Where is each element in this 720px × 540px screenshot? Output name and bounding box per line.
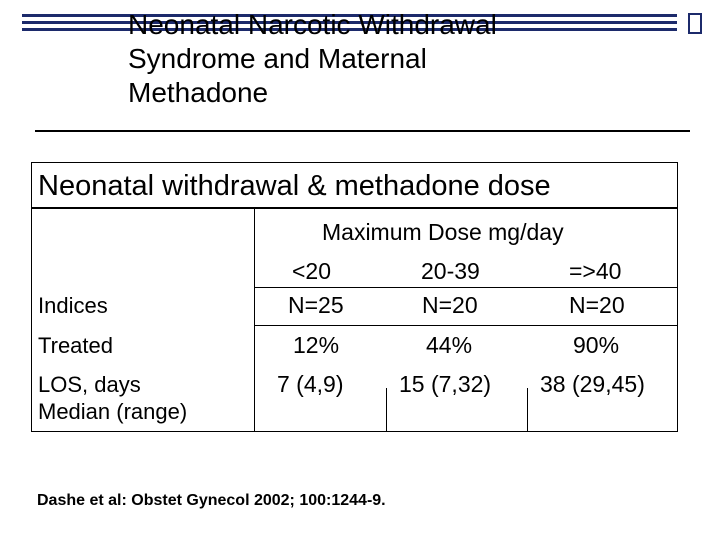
title-divider — [35, 130, 690, 132]
table-divider — [255, 325, 677, 326]
table-cell: N=20 — [422, 292, 478, 318]
table-cell: 90% — [573, 332, 620, 358]
row-label-line: LOS, days — [38, 372, 141, 397]
slide-title-line: Methadone — [128, 77, 269, 108]
slide-title-line: Syndrome and Maternal — [128, 43, 427, 74]
table-title-row: Neonatal withdrawal & methadone dose — [32, 163, 677, 209]
row-label-treated: Treated — [38, 333, 114, 358]
table-title: Neonatal withdrawal & methadone dose — [38, 170, 551, 202]
table-cell: 44% — [426, 332, 473, 358]
table-cell: 15 (7,32) — [399, 371, 492, 397]
dose-table: Neonatal withdrawal & methadone dose Max… — [31, 162, 678, 432]
table-divider — [254, 209, 255, 432]
citation: Dashe et al: Obstet Gynecol 2002; 100:12… — [37, 492, 386, 509]
table-cell: 38 (29,45) — [540, 371, 645, 397]
table-cell: N=20 — [569, 292, 625, 318]
row-label-los: LOS, days Median (range) — [38, 371, 187, 425]
header-decorative-bars — [22, 13, 677, 33]
table-divider — [386, 388, 387, 432]
row-label-indices: Indices — [38, 293, 108, 318]
header-bar-line — [22, 28, 677, 31]
table-cell: N=25 — [288, 292, 344, 318]
header-corner-box — [688, 13, 702, 34]
dose-column-header: Maximum Dose mg/day — [322, 219, 564, 245]
dose-group-label: <20 — [292, 258, 332, 284]
table-divider — [255, 287, 677, 288]
table-cell: 12% — [293, 332, 340, 358]
header-bar-line — [22, 21, 677, 24]
dose-group-label: 20-39 — [421, 258, 480, 284]
slide-title-line: Neonatal Narcotic Withdrawal — [128, 9, 497, 40]
header-bar-line — [22, 14, 677, 17]
row-label-line: Median (range) — [38, 399, 188, 424]
table-cell: 7 (4,9) — [277, 371, 344, 397]
dose-group-label: =>40 — [569, 258, 622, 284]
slide-title: Neonatal Narcotic Withdrawal Syndrome an… — [128, 8, 688, 110]
table-divider — [527, 388, 528, 432]
